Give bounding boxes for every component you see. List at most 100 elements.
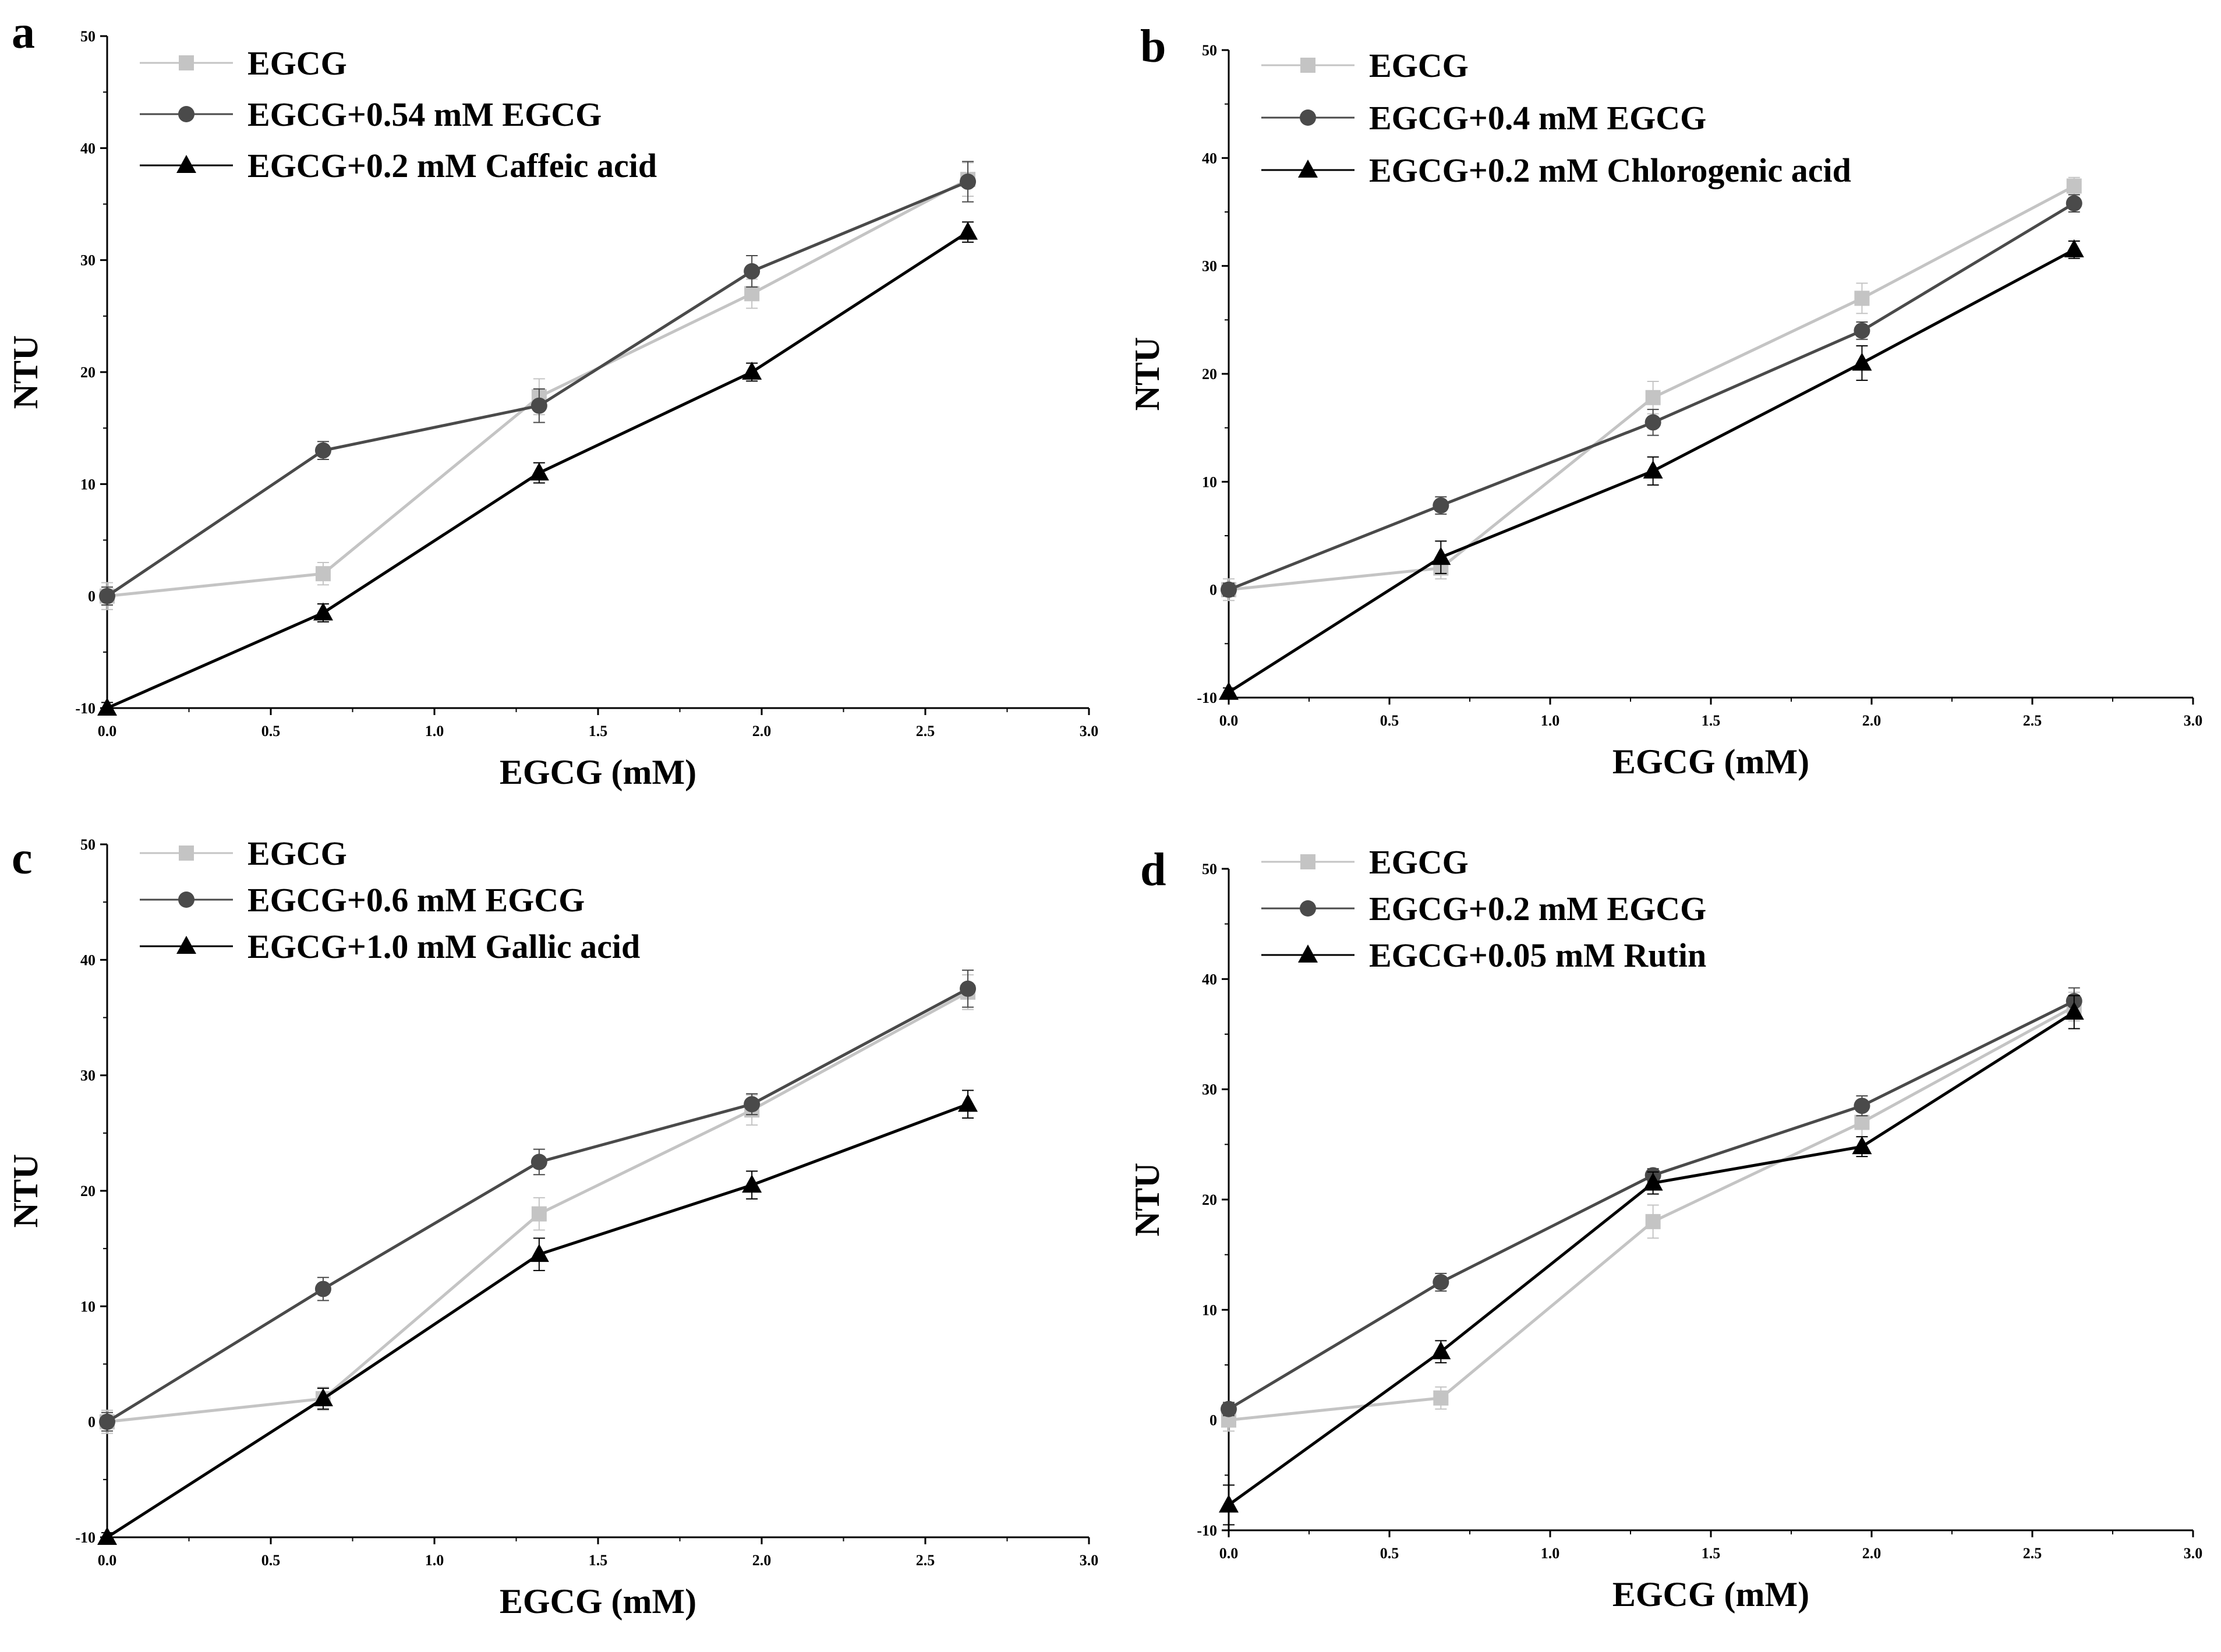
data-point bbox=[97, 1527, 117, 1545]
data-point bbox=[531, 1206, 547, 1222]
y-tick-label: 10 bbox=[1202, 473, 1217, 490]
series-2: EGCG+0.6 mM EGCG bbox=[99, 881, 977, 1432]
legend-marker bbox=[1300, 109, 1316, 126]
legend-marker bbox=[176, 155, 196, 173]
x-tick-label: 1.5 bbox=[1702, 1545, 1721, 1562]
series-line bbox=[1228, 1005, 2075, 1422]
x-tick-label: 1.5 bbox=[1702, 712, 1721, 729]
data-point bbox=[2066, 195, 2082, 212]
data-point bbox=[1645, 390, 1661, 405]
data-point bbox=[744, 263, 761, 280]
x-tick-label: 2.0 bbox=[752, 723, 772, 740]
y-tick-label: 10 bbox=[1202, 1301, 1217, 1318]
chart-panel-a: a -10 0 10 20 30 40 50 0.0 0.5 1.0 1.5 2.0 2.5 3.0 EGCG… bbox=[6, 7, 1098, 791]
y-axis-title: NTU bbox=[6, 1154, 45, 1228]
series-1: EGCG bbox=[1221, 843, 2082, 1432]
data-point bbox=[958, 221, 978, 240]
panel-letter: d bbox=[1140, 844, 1166, 896]
data-point bbox=[1644, 414, 1661, 431]
data-point bbox=[1854, 1115, 1870, 1130]
series-3: EGCG+0.2 mM Caffeic acid bbox=[97, 147, 978, 716]
legend-marker bbox=[1298, 944, 1318, 963]
series-line bbox=[1228, 185, 2075, 592]
series-2: EGCG+0.54 mM EGCG bbox=[99, 95, 977, 606]
legend-marker bbox=[1300, 58, 1315, 73]
x-axis-title: EGCG (mM) bbox=[500, 1582, 696, 1621]
y-tick-label: 50 bbox=[80, 28, 96, 45]
legend-marker bbox=[1298, 160, 1318, 178]
data-point bbox=[2066, 178, 2082, 194]
x-tick-label: 2.5 bbox=[916, 1552, 935, 1569]
x-tick-label: 1.5 bbox=[589, 1552, 608, 1569]
data-point bbox=[1433, 1274, 1449, 1290]
legend-marker bbox=[1300, 900, 1316, 917]
data-point bbox=[314, 1280, 331, 1297]
y-tick-label: -10 bbox=[75, 1529, 96, 1546]
legend-label: EGCG bbox=[247, 834, 347, 872]
data-point bbox=[1221, 581, 1237, 598]
y-tick-label: 40 bbox=[80, 140, 96, 157]
chart-panel-b: b -10 0 10 20 30 40 50 0.0 0.5 1.0 1.5 2.0 2.5 3.0 EGCG… bbox=[1128, 21, 2202, 781]
x-tick-label: 0.5 bbox=[261, 1552, 281, 1569]
y-tick-label: 40 bbox=[80, 951, 96, 968]
legend-label: EGCG bbox=[1369, 843, 1469, 881]
chart-panel-c: c -10 0 10 20 30 40 50 0.0 0.5 1.0 1.5 2.0 2.5 3.0 EGCG… bbox=[6, 833, 1098, 1621]
data-point bbox=[1854, 322, 1870, 339]
legend-marker bbox=[1300, 854, 1315, 869]
data-point bbox=[529, 1244, 549, 1262]
series-2: EGCG+0.4 mM EGCG bbox=[1221, 99, 2082, 598]
data-point bbox=[1431, 1341, 1451, 1360]
x-tick-label: 0.5 bbox=[1380, 1545, 1399, 1562]
x-tick-label: 1.0 bbox=[1541, 712, 1560, 729]
data-point bbox=[529, 462, 549, 481]
legend-label: EGCG+0.2 mM Caffeic acid bbox=[247, 147, 657, 185]
data-point bbox=[742, 362, 762, 380]
x-tick-label: 1.0 bbox=[425, 723, 444, 740]
y-tick-label: 0 bbox=[88, 1414, 96, 1431]
x-tick-label: 0.0 bbox=[1219, 712, 1239, 729]
x-tick-label: 2.0 bbox=[1862, 712, 1882, 729]
data-point bbox=[2064, 239, 2084, 257]
legend-label: EGCG bbox=[1369, 47, 1469, 84]
series-1: EGCG bbox=[100, 834, 976, 1434]
legend-label: EGCG+1.0 mM Gallic acid bbox=[247, 928, 640, 965]
x-tick-label: 0.0 bbox=[1219, 1545, 1239, 1562]
data-point bbox=[99, 1413, 115, 1430]
x-tick-label: 2.0 bbox=[752, 1552, 772, 1569]
x-axis-title: EGCG (mM) bbox=[500, 753, 696, 791]
y-tick-label: 30 bbox=[1202, 1081, 1217, 1098]
data-point bbox=[1219, 681, 1239, 700]
series-line bbox=[107, 178, 969, 598]
x-axis-title: EGCG (mM) bbox=[1612, 742, 1809, 781]
y-tick-label: 0 bbox=[1209, 582, 1217, 599]
data-point bbox=[958, 1094, 978, 1112]
legend-label: EGCG+0.05 mM Rutin bbox=[1369, 936, 1706, 974]
legend-label: EGCG+0.2 mM Chlorogenic acid bbox=[1369, 151, 1851, 189]
y-tick-label: 20 bbox=[80, 364, 96, 381]
y-tick-label: 40 bbox=[1202, 150, 1217, 167]
y-tick-label: 10 bbox=[80, 1298, 96, 1315]
x-tick-label: 2.5 bbox=[2023, 1545, 2042, 1562]
legend-marker bbox=[179, 846, 194, 861]
chart-panel-d: d -10 0 10 20 30 40 50 0.0 0.5 1.0 1.5 2.0 2.5 3.0 EGCG… bbox=[1128, 843, 2202, 1614]
data-point bbox=[97, 698, 117, 716]
x-tick-label: 1.0 bbox=[1541, 1545, 1560, 1562]
data-point bbox=[742, 1175, 762, 1193]
x-tick-label: 1.0 bbox=[425, 1552, 444, 1569]
data-point bbox=[1433, 1390, 1449, 1406]
y-tick-label: 30 bbox=[80, 252, 96, 269]
y-tick-label: -10 bbox=[75, 700, 96, 717]
y-tick-label: 20 bbox=[80, 1183, 96, 1200]
y-axis-title: NTU bbox=[1128, 1163, 1166, 1237]
data-point bbox=[960, 980, 977, 997]
series-3: EGCG+1.0 mM Gallic acid bbox=[97, 928, 978, 1545]
data-point bbox=[1643, 1172, 1663, 1191]
y-tick-label: 50 bbox=[1202, 42, 1217, 59]
x-tick-label: 2.5 bbox=[916, 723, 935, 740]
panel-letter: b bbox=[1140, 21, 1166, 72]
legend-label: EGCG+0.4 mM EGCG bbox=[1369, 99, 1706, 137]
y-tick-label: 0 bbox=[1209, 1412, 1217, 1429]
x-tick-label: 3.0 bbox=[2184, 1545, 2203, 1562]
legend-label: EGCG bbox=[247, 44, 347, 82]
